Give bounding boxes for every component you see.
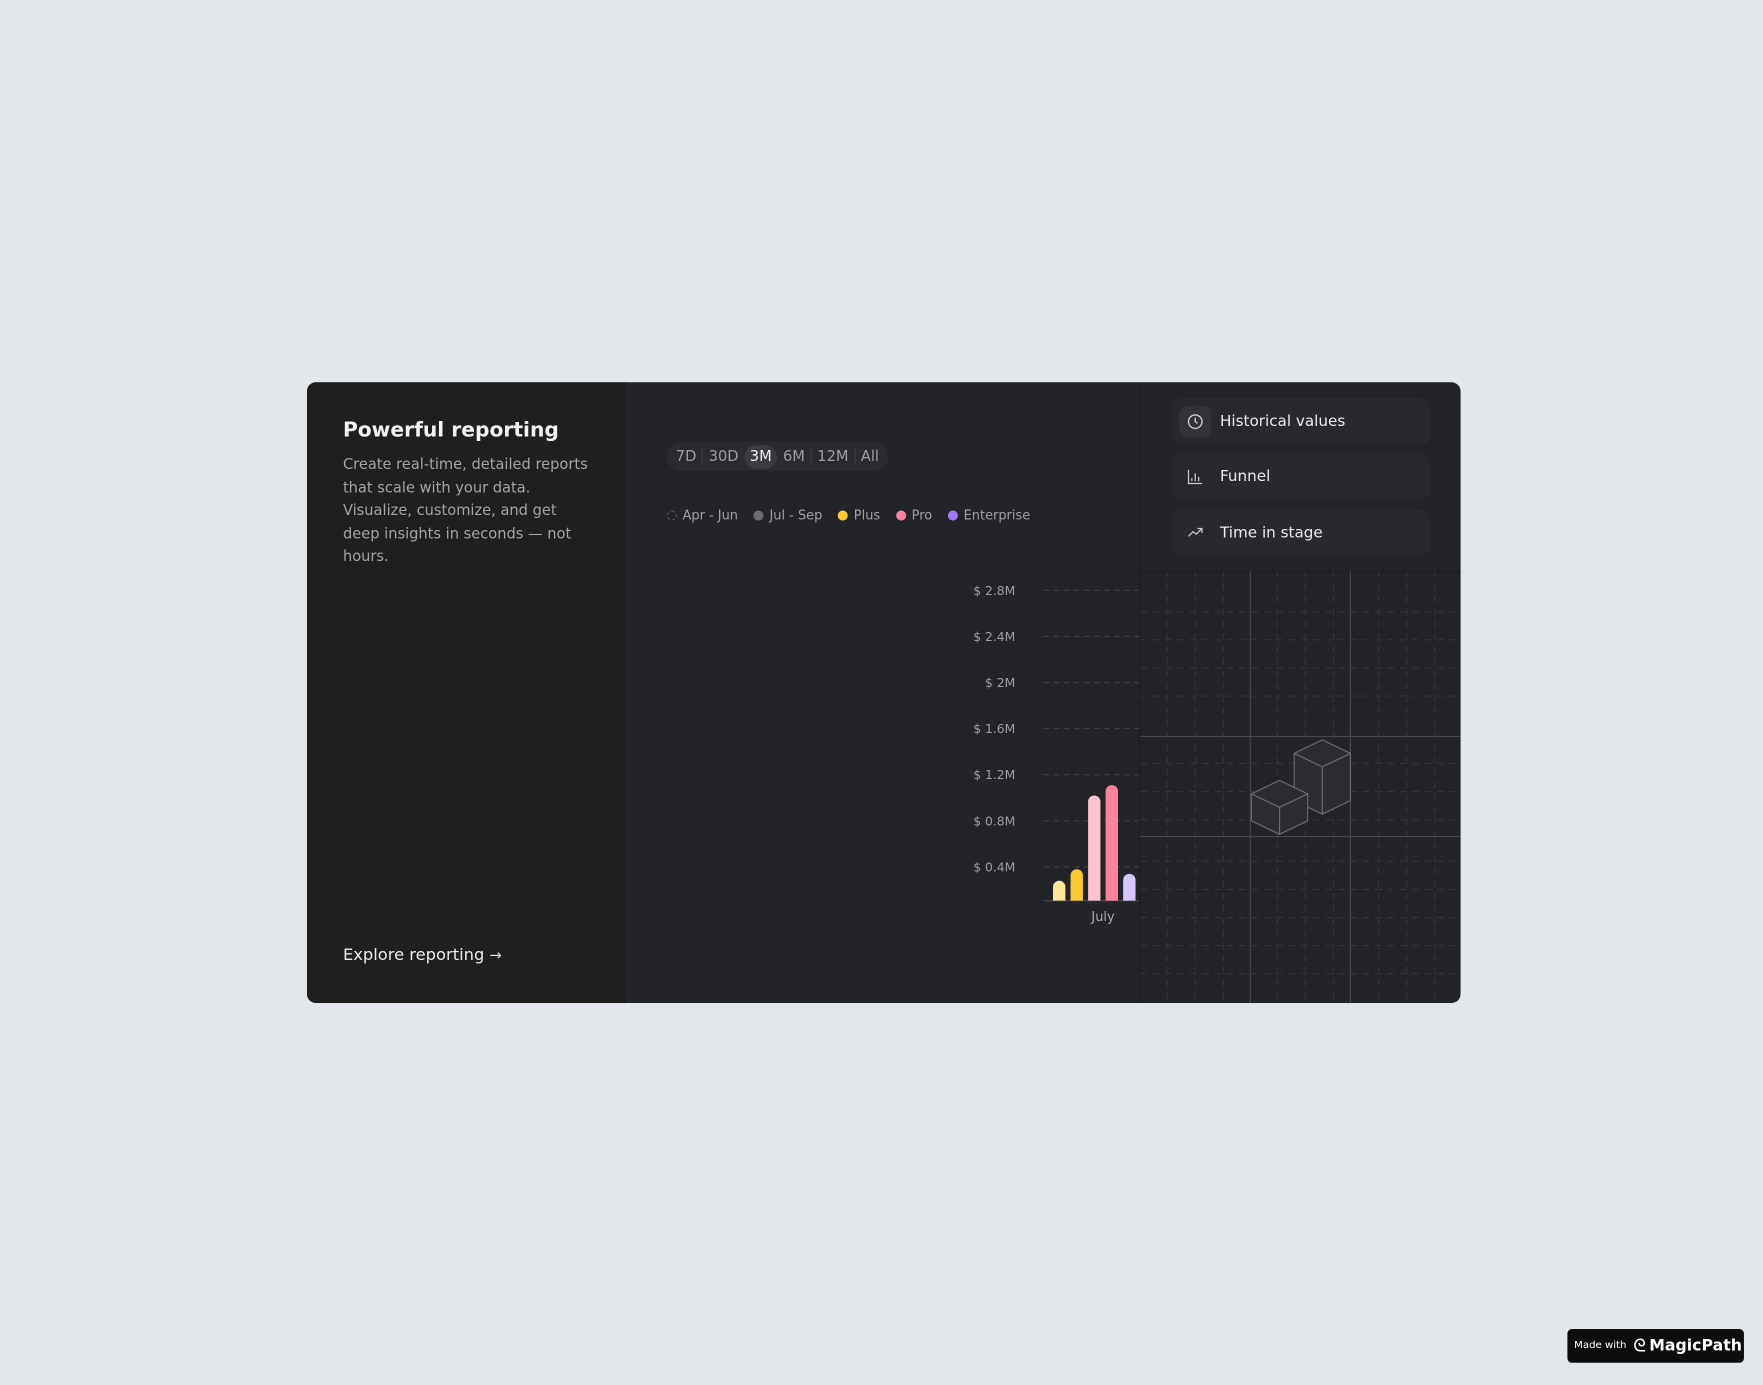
legend-apr-jun[interactable]: Apr - Jun (666, 507, 738, 523)
reporting-card: Powerful reporting Create real-time, det… (306, 382, 1461, 1003)
legend-swatch (753, 509, 764, 521)
legend-enterprise[interactable]: Enterprise (947, 507, 1031, 523)
bar-chart: $ 0.4M $ 0.8M $ 1.2M $ 1.6M $ 2M $ 2.4M $ 2.8M… (973, 584, 1140, 925)
bar-chart-icon (1179, 461, 1210, 492)
range-3m[interactable]: 3M (744, 444, 778, 469)
features-panel: Historical values Funnel Time in stage (1139, 382, 1461, 1003)
y-tick-label: $ 2M (985, 676, 1015, 690)
legend-swatch (947, 509, 959, 521)
y-tick-label: $ 0.4M (973, 860, 1015, 874)
page-title: Powerful reporting (342, 418, 559, 442)
legend-plus[interactable]: Plus (838, 507, 880, 523)
bar (1105, 785, 1118, 901)
y-tick-label: $ 1.2M (973, 768, 1015, 782)
legend-label: Enterprise (963, 507, 1031, 523)
chart-panel: 7D 30D 3M 6M 12M All Apr - Jun Jul - Sep… (629, 382, 1140, 1003)
legend-label: Plus (853, 507, 881, 523)
feature-list: Historical values Funnel Time in stage (1140, 382, 1461, 573)
range-6m[interactable]: 6M (782, 448, 805, 465)
legend-jul-sep[interactable]: Jul - Sep (753, 507, 823, 523)
made-with-magicpath-badge[interactable]: Made with ᘓ MagicPath (1567, 1329, 1744, 1363)
magicpath-logo-icon: ᘓ (1633, 1334, 1646, 1357)
bar (1088, 795, 1101, 901)
clock-icon (1179, 405, 1211, 438)
range-30d[interactable]: 30D (708, 448, 739, 465)
feature-label: Funnel (1219, 467, 1271, 486)
y-tick-label: $ 2.8M (973, 584, 1015, 598)
intro-panel: Powerful reporting Create real-time, det… (306, 382, 629, 1003)
feature-label: Time in stage (1219, 523, 1323, 542)
range-all[interactable]: All (860, 448, 879, 465)
bar (1070, 869, 1083, 901)
legend-swatch (895, 509, 907, 521)
explore-label: Explore reporting (342, 946, 485, 965)
legend-label: Apr - Jun (682, 507, 738, 523)
legend-pro[interactable]: Pro (895, 507, 933, 523)
grid-illustration (1140, 571, 1461, 1003)
y-tick-label: $ 0.8M (973, 814, 1015, 828)
badge-brand: MagicPath (1649, 1336, 1742, 1355)
arrow-right-icon: → (489, 947, 502, 965)
description: Create real-time, detailed reports that … (342, 456, 588, 566)
legend-swatch (666, 509, 677, 521)
feature-label: Historical values (1219, 412, 1346, 431)
badge-prefix: Made with (1574, 1340, 1627, 1352)
range-selector: 7D 30D 3M 6M 12M All (666, 441, 888, 472)
legend-swatch (838, 509, 849, 521)
bar (1053, 880, 1066, 901)
feature-funnel[interactable]: Funnel (1171, 453, 1431, 501)
trend-up-icon (1179, 517, 1210, 548)
range-12m[interactable]: 12M (817, 448, 849, 465)
y-tick-label: $ 1.6M (973, 722, 1015, 736)
range-7d[interactable]: 7D (675, 448, 697, 465)
cube-icon (1250, 739, 1351, 835)
y-tick-label: $ 2.4M (973, 630, 1015, 644)
legend-label: Pro (911, 507, 933, 523)
feature-time-in-stage[interactable]: Time in stage (1171, 509, 1431, 557)
chart-legend: Apr - Jun Jul - Sep Plus Pro Enterprise (666, 507, 1031, 523)
bar (1123, 873, 1136, 901)
feature-historical-values[interactable]: Historical values (1171, 398, 1431, 446)
x-tick-label: July (1090, 910, 1115, 925)
explore-reporting-link[interactable]: Explore reporting → (343, 947, 502, 965)
legend-label: Jul - Sep (769, 507, 823, 523)
